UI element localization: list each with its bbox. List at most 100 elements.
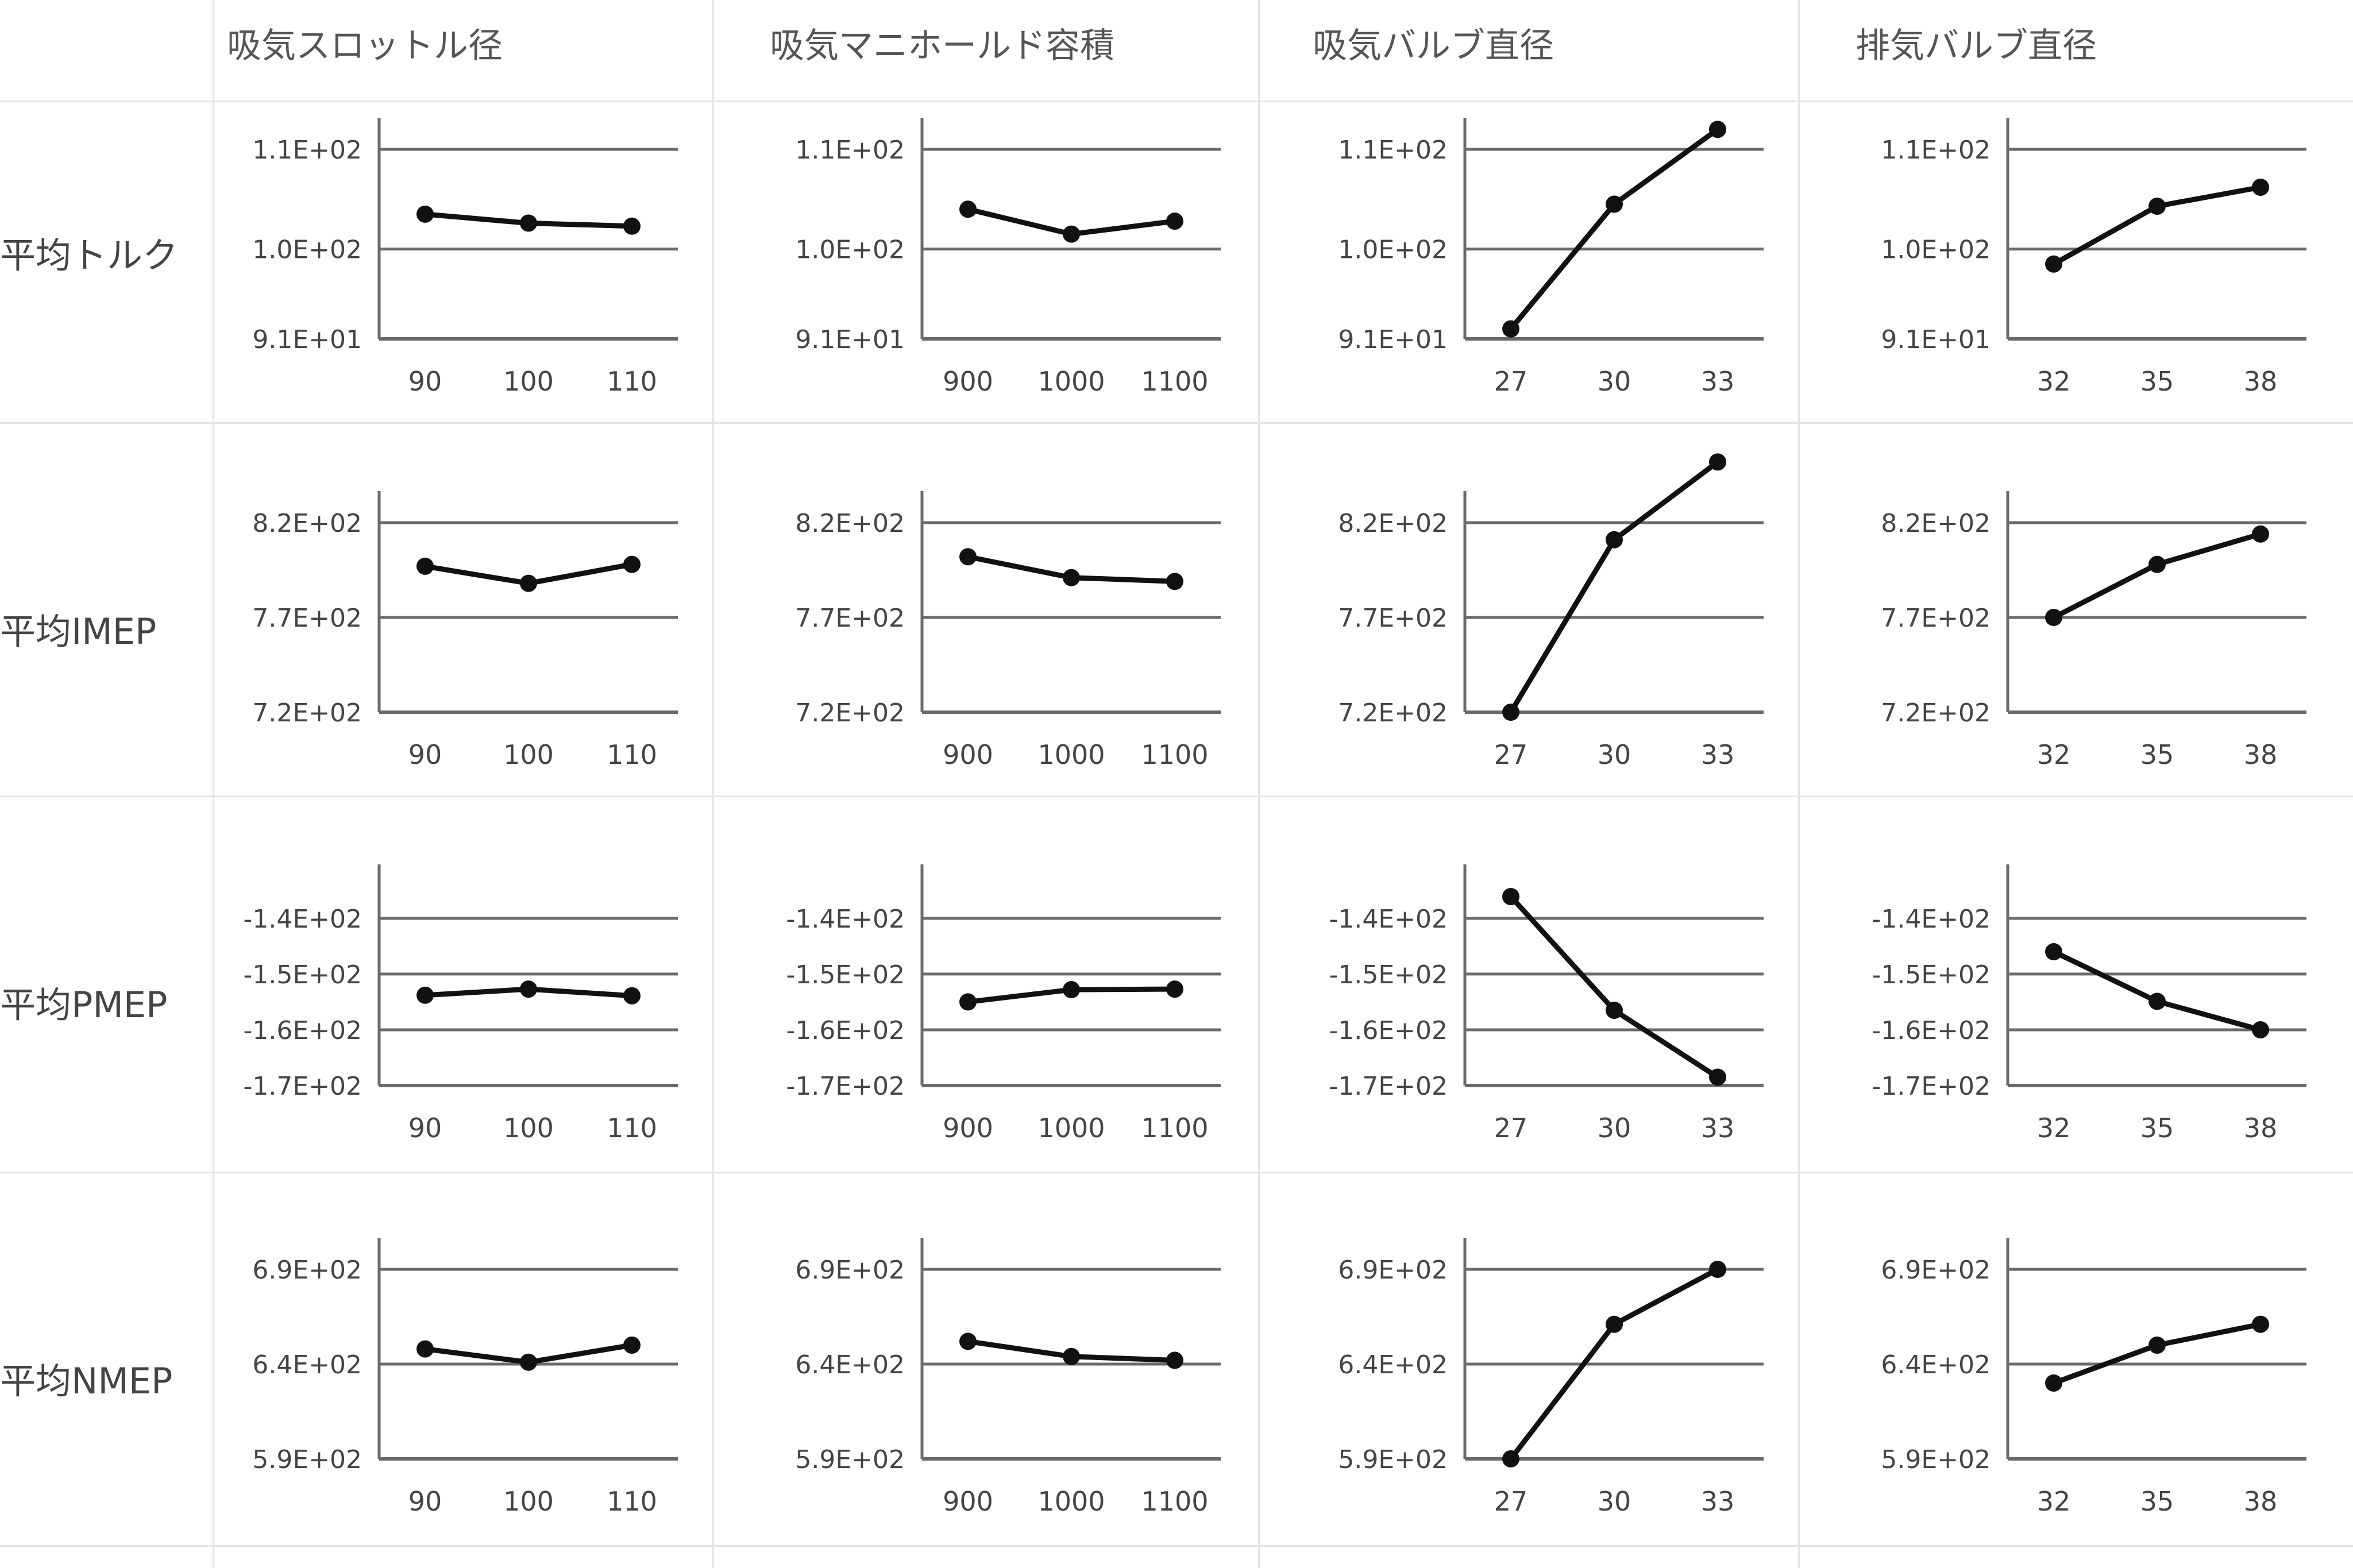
data-point — [1166, 1351, 1183, 1369]
column-header-intake-valve-diameter: 吸気バルブ直径 — [1313, 26, 1554, 66]
x-tick-label: 30 — [1598, 1113, 1631, 1144]
data-point — [2045, 609, 2062, 626]
x-tick-label: 90 — [408, 366, 442, 397]
y-tick-label: 7.7E+02 — [252, 604, 362, 633]
data-point — [520, 1353, 537, 1371]
data-point — [623, 217, 641, 235]
y-tick-label: 8.2E+02 — [1338, 509, 1448, 538]
data-point — [959, 200, 977, 218]
chart-1-3: 7.2E+02 7.7E+02 8.2E+02 32 35 38 — [1881, 491, 2306, 770]
y-tick-label: 7.7E+02 — [1338, 604, 1448, 633]
x-tick-label: 1100 — [1141, 366, 1208, 397]
x-tick-label: 27 — [1494, 366, 1528, 397]
x-tick-label: 1000 — [1037, 366, 1105, 397]
y-tick-label: 1.0E+02 — [1338, 235, 1448, 265]
x-tick-label: 100 — [503, 1486, 554, 1517]
y-tick-label: -1.7E+02 — [786, 1072, 905, 1101]
data-point — [1063, 225, 1080, 243]
y-tick-label: -1.4E+02 — [243, 905, 362, 934]
series-line — [1509, 894, 1719, 1080]
y-tick-label: -1.5E+02 — [243, 960, 362, 990]
y-tick-label: -1.4E+02 — [1329, 905, 1448, 934]
series-line — [2053, 949, 2262, 1033]
y-tick-label: -1.6E+02 — [1872, 1016, 1991, 1045]
data-point — [416, 557, 434, 575]
x-tick-label: 38 — [2244, 1486, 2278, 1517]
sheet-row-border — [0, 1545, 2353, 1547]
y-tick-label: -1.6E+02 — [243, 1016, 362, 1045]
data-point — [520, 574, 537, 592]
x-tick-label: 30 — [1598, 1486, 1631, 1517]
y-tick-label: 6.4E+02 — [1338, 1350, 1448, 1380]
chart-0-1: 9.1E+01 1.0E+02 1.1E+02 900 1000 1100 — [795, 118, 1221, 397]
data-point — [1606, 1001, 1623, 1019]
x-tick-label: 27 — [1494, 1113, 1528, 1144]
series-line — [1509, 127, 1719, 331]
x-tick-label: 110 — [607, 366, 657, 397]
data-point — [2252, 525, 2269, 543]
y-tick-label: 1.0E+02 — [1881, 235, 1991, 265]
x-tick-label: 38 — [2244, 366, 2278, 397]
data-point — [1709, 453, 1726, 471]
y-tick-label: 1.0E+02 — [252, 235, 362, 265]
x-tick-label: 100 — [503, 366, 554, 397]
chart-2-0: -1.7E+02 -1.6E+02 -1.5E+02 -1.4E+02 90 100 110 — [243, 864, 678, 1144]
data-point — [2252, 179, 2269, 196]
data-point — [2148, 555, 2166, 573]
x-tick-label: 35 — [2140, 1113, 2174, 1144]
y-tick-label: 6.9E+02 — [1881, 1256, 1991, 1285]
chart-0-2: 9.1E+01 1.0E+02 1.1E+02 27 30 33 — [1338, 118, 1764, 397]
chart-1-2: 7.2E+02 7.7E+02 8.2E+02 27 30 33 — [1338, 453, 1764, 770]
data-point — [1502, 1450, 1519, 1467]
x-tick-label: 35 — [2140, 739, 2174, 770]
chart-0-3: 9.1E+01 1.0E+02 1.1E+02 32 35 38 — [1881, 118, 2306, 397]
data-point — [1709, 121, 1726, 138]
y-tick-label: 1.1E+02 — [795, 136, 905, 165]
x-tick-label: 32 — [2037, 1486, 2071, 1517]
data-point — [623, 987, 641, 1005]
y-tick-label: -1.6E+02 — [786, 1016, 905, 1045]
x-tick-label: 90 — [408, 1113, 442, 1144]
data-point — [520, 214, 537, 232]
x-tick-label: 900 — [943, 1113, 993, 1144]
chart-3-2: 5.9E+02 6.4E+02 6.9E+02 27 30 33 — [1338, 1238, 1764, 1517]
x-tick-label: 32 — [2037, 1113, 2071, 1144]
data-point — [1502, 887, 1519, 905]
x-tick-label: 1100 — [1141, 1113, 1208, 1144]
x-tick-label: 33 — [1701, 366, 1735, 397]
y-tick-label: 9.1E+01 — [795, 325, 905, 354]
x-tick-label: 35 — [2140, 1486, 2174, 1517]
x-tick-label: 110 — [607, 1113, 657, 1144]
y-tick-label: -1.5E+02 — [1329, 960, 1448, 990]
y-tick-label: -1.6E+02 — [1329, 1016, 1448, 1045]
x-tick-label: 110 — [607, 1486, 657, 1517]
y-tick-label: 7.2E+02 — [795, 698, 905, 728]
sheet-row-border — [0, 422, 2353, 424]
data-point — [1709, 1261, 1726, 1278]
x-tick-label: 100 — [503, 739, 554, 770]
x-tick-label: 33 — [1701, 1486, 1735, 1517]
x-tick-label: 32 — [2037, 739, 2071, 770]
x-tick-label: 90 — [408, 739, 442, 770]
chart-3-0: 5.9E+02 6.4E+02 6.9E+02 90 100 110 — [252, 1238, 678, 1517]
x-tick-label: 38 — [2244, 1113, 2278, 1144]
sheet-row-border — [0, 101, 2353, 102]
x-tick-label: 30 — [1598, 366, 1631, 397]
y-tick-label: 5.9E+02 — [795, 1445, 905, 1474]
data-point — [2045, 1374, 2062, 1392]
data-point — [623, 1337, 641, 1354]
sheet-column-border — [213, 0, 214, 1568]
data-point — [623, 555, 641, 573]
x-tick-label: 110 — [607, 739, 657, 770]
y-tick-label: -1.7E+02 — [1329, 1072, 1448, 1101]
sheet-column-border — [1258, 0, 1260, 1568]
chart-0-0: 9.1E+01 1.0E+02 1.1E+02 90 100 110 — [252, 118, 678, 397]
x-tick-label: 1000 — [1037, 739, 1105, 770]
sheet-column-border — [712, 0, 714, 1568]
sheet-row-border — [0, 795, 2353, 797]
chart-1-1: 7.2E+02 7.7E+02 8.2E+02 900 1000 1100 — [795, 491, 1221, 770]
x-tick-label: 27 — [1494, 739, 1528, 770]
y-tick-label: 5.9E+02 — [1338, 1445, 1448, 1474]
series-line — [2052, 531, 2262, 620]
x-tick-label: 30 — [1598, 739, 1631, 770]
